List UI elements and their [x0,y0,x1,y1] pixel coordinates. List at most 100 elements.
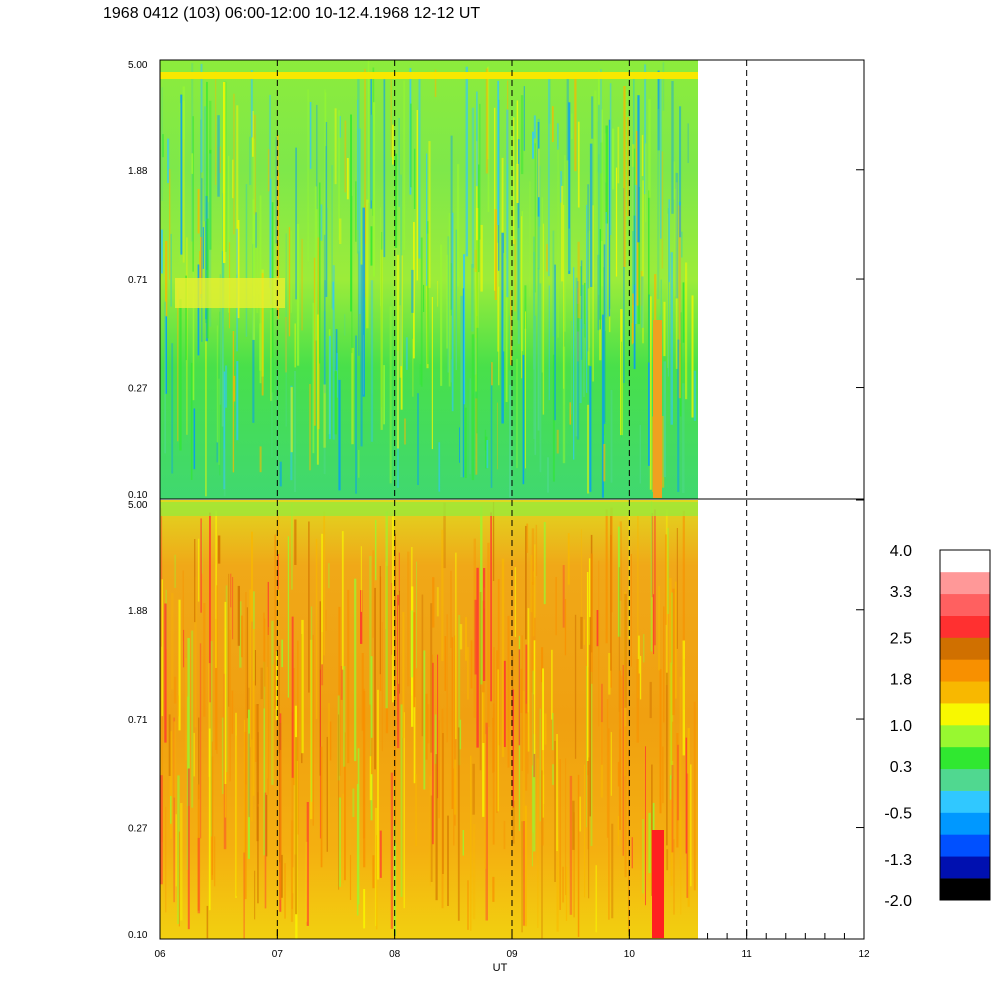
top-texture-stripe [580,260,583,360]
top-texture-stripe [314,186,318,341]
bottom-texture-stripe [539,708,541,822]
top-texture-stripe [209,100,212,154]
bottom-texture-stripe [394,674,396,843]
bottom-texture-stripe [290,820,294,922]
bottom-texture-stripe [611,823,614,919]
bottom-texture-stripe [618,670,621,830]
top-texture-stripe [400,255,403,410]
bottom-texture-stripe [216,585,218,754]
bottom-texture-stripe [556,734,558,852]
top-texture-stripe [522,354,525,485]
bottom-texture-stripe [191,630,194,808]
bottom-texture-stripe [248,733,250,818]
bottom-texture-stripe [480,506,483,685]
top-texture-stripe [383,79,386,258]
bottom-texture-stripe [267,627,269,795]
bottom-y-tick-label: 0.71 [128,715,148,726]
bottom-texture-stripe [423,650,426,790]
bottom-texture-stripe [665,509,668,685]
bottom-texture-stripe [228,573,230,707]
top-texture-stripe [568,228,571,271]
bottom-texture-stripe [617,526,621,637]
bottom-texture-stripe [685,737,688,854]
top-panel-yellow-patch [175,278,285,308]
top-texture-stripe [649,296,652,490]
bottom-texture-stripe [590,553,593,684]
top-texture-stripe [679,106,682,238]
top-texture-stripe [662,62,665,111]
top-texture-stripe [288,227,291,337]
top-texture-stripe [279,461,282,487]
top-texture-stripe [608,119,611,317]
bottom-texture-stripe [347,589,350,764]
top-panel-orange-streak [653,320,662,498]
top-texture-stripe [307,89,309,262]
bottom-texture-stripe [164,603,167,743]
top-texture-stripe [599,319,602,361]
bottom-texture-stripe [453,768,455,846]
top-texture-stripe [165,240,168,317]
bottom-texture-stripe [572,800,575,850]
colorbar-swatch [940,878,990,901]
colorbar-label: 3.3 [890,584,912,601]
top-texture-stripe [503,252,505,352]
top-texture-stripe [644,64,647,195]
top-texture-stripe [161,229,163,274]
top-texture-stripe [523,86,525,151]
top-texture-stripe [324,89,326,281]
bottom-texture-stripe [264,618,266,687]
top-texture-stripe [285,233,287,427]
bottom-texture-stripe [483,568,486,681]
bottom-texture-stripe [524,805,527,927]
top-texture-stripe [605,125,608,224]
bottom-texture-stripe [177,695,179,717]
top-texture-stripe [514,238,516,312]
bottom-texture-stripe [441,708,444,909]
bottom-texture-stripe [169,731,172,839]
bottom-texture-stripe [291,711,293,909]
top-texture-stripe [657,70,660,151]
top-texture-stripe [323,384,326,448]
bottom-texture-stripe [362,688,365,839]
top-texture-stripe [671,81,674,214]
bottom-texture-stripe [372,855,375,889]
colorbar-swatch [940,834,990,857]
x-axis: 06 07 08 09 10 11 12 [154,929,870,960]
top-texture-stripe [487,66,490,212]
bottom-texture-stripe [653,594,655,655]
bottom-texture-stripe [320,746,323,868]
bottom-texture-stripe [580,529,582,641]
bottom-texture-stripe [208,663,211,777]
bottom-texture-stripe [400,704,403,897]
bottom-spectrogram-panel [160,500,698,939]
top-texture-stripe [245,184,248,337]
bottom-texture-stripe [291,867,294,894]
top-texture-stripe [301,238,303,331]
bottom-texture-stripe [535,524,538,576]
top-texture-stripe [370,114,373,201]
bottom-texture-stripe [562,565,565,628]
top-texture-stripe [661,151,664,269]
bottom-texture-stripe [493,647,495,772]
top-texture-stripe [620,309,623,436]
top-texture-stripe [693,370,697,421]
bottom-texture-stripe [532,670,535,833]
top-texture-stripe [323,311,326,475]
top-texture-stripe [351,195,353,354]
bottom-texture-stripe [642,819,644,894]
bottom-texture-stripe [467,646,469,700]
bottom-texture-stripe [161,579,163,717]
colorbar-swatch [940,790,990,813]
top-texture-stripe [225,365,228,408]
top-texture-stripe [633,215,636,370]
top-texture-stripe [577,241,580,319]
bottom-texture-stripe [605,509,608,644]
bottom-texture-stripe [676,733,679,848]
top-texture-stripe [554,264,556,421]
top-texture-stripe [170,233,172,307]
bottom-texture-stripe [564,599,567,656]
bottom-texture-stripe [587,770,590,850]
bottom-texture-stripe [436,587,439,617]
bottom-texture-stripe [278,645,280,754]
bottom-texture-stripe [231,690,234,734]
